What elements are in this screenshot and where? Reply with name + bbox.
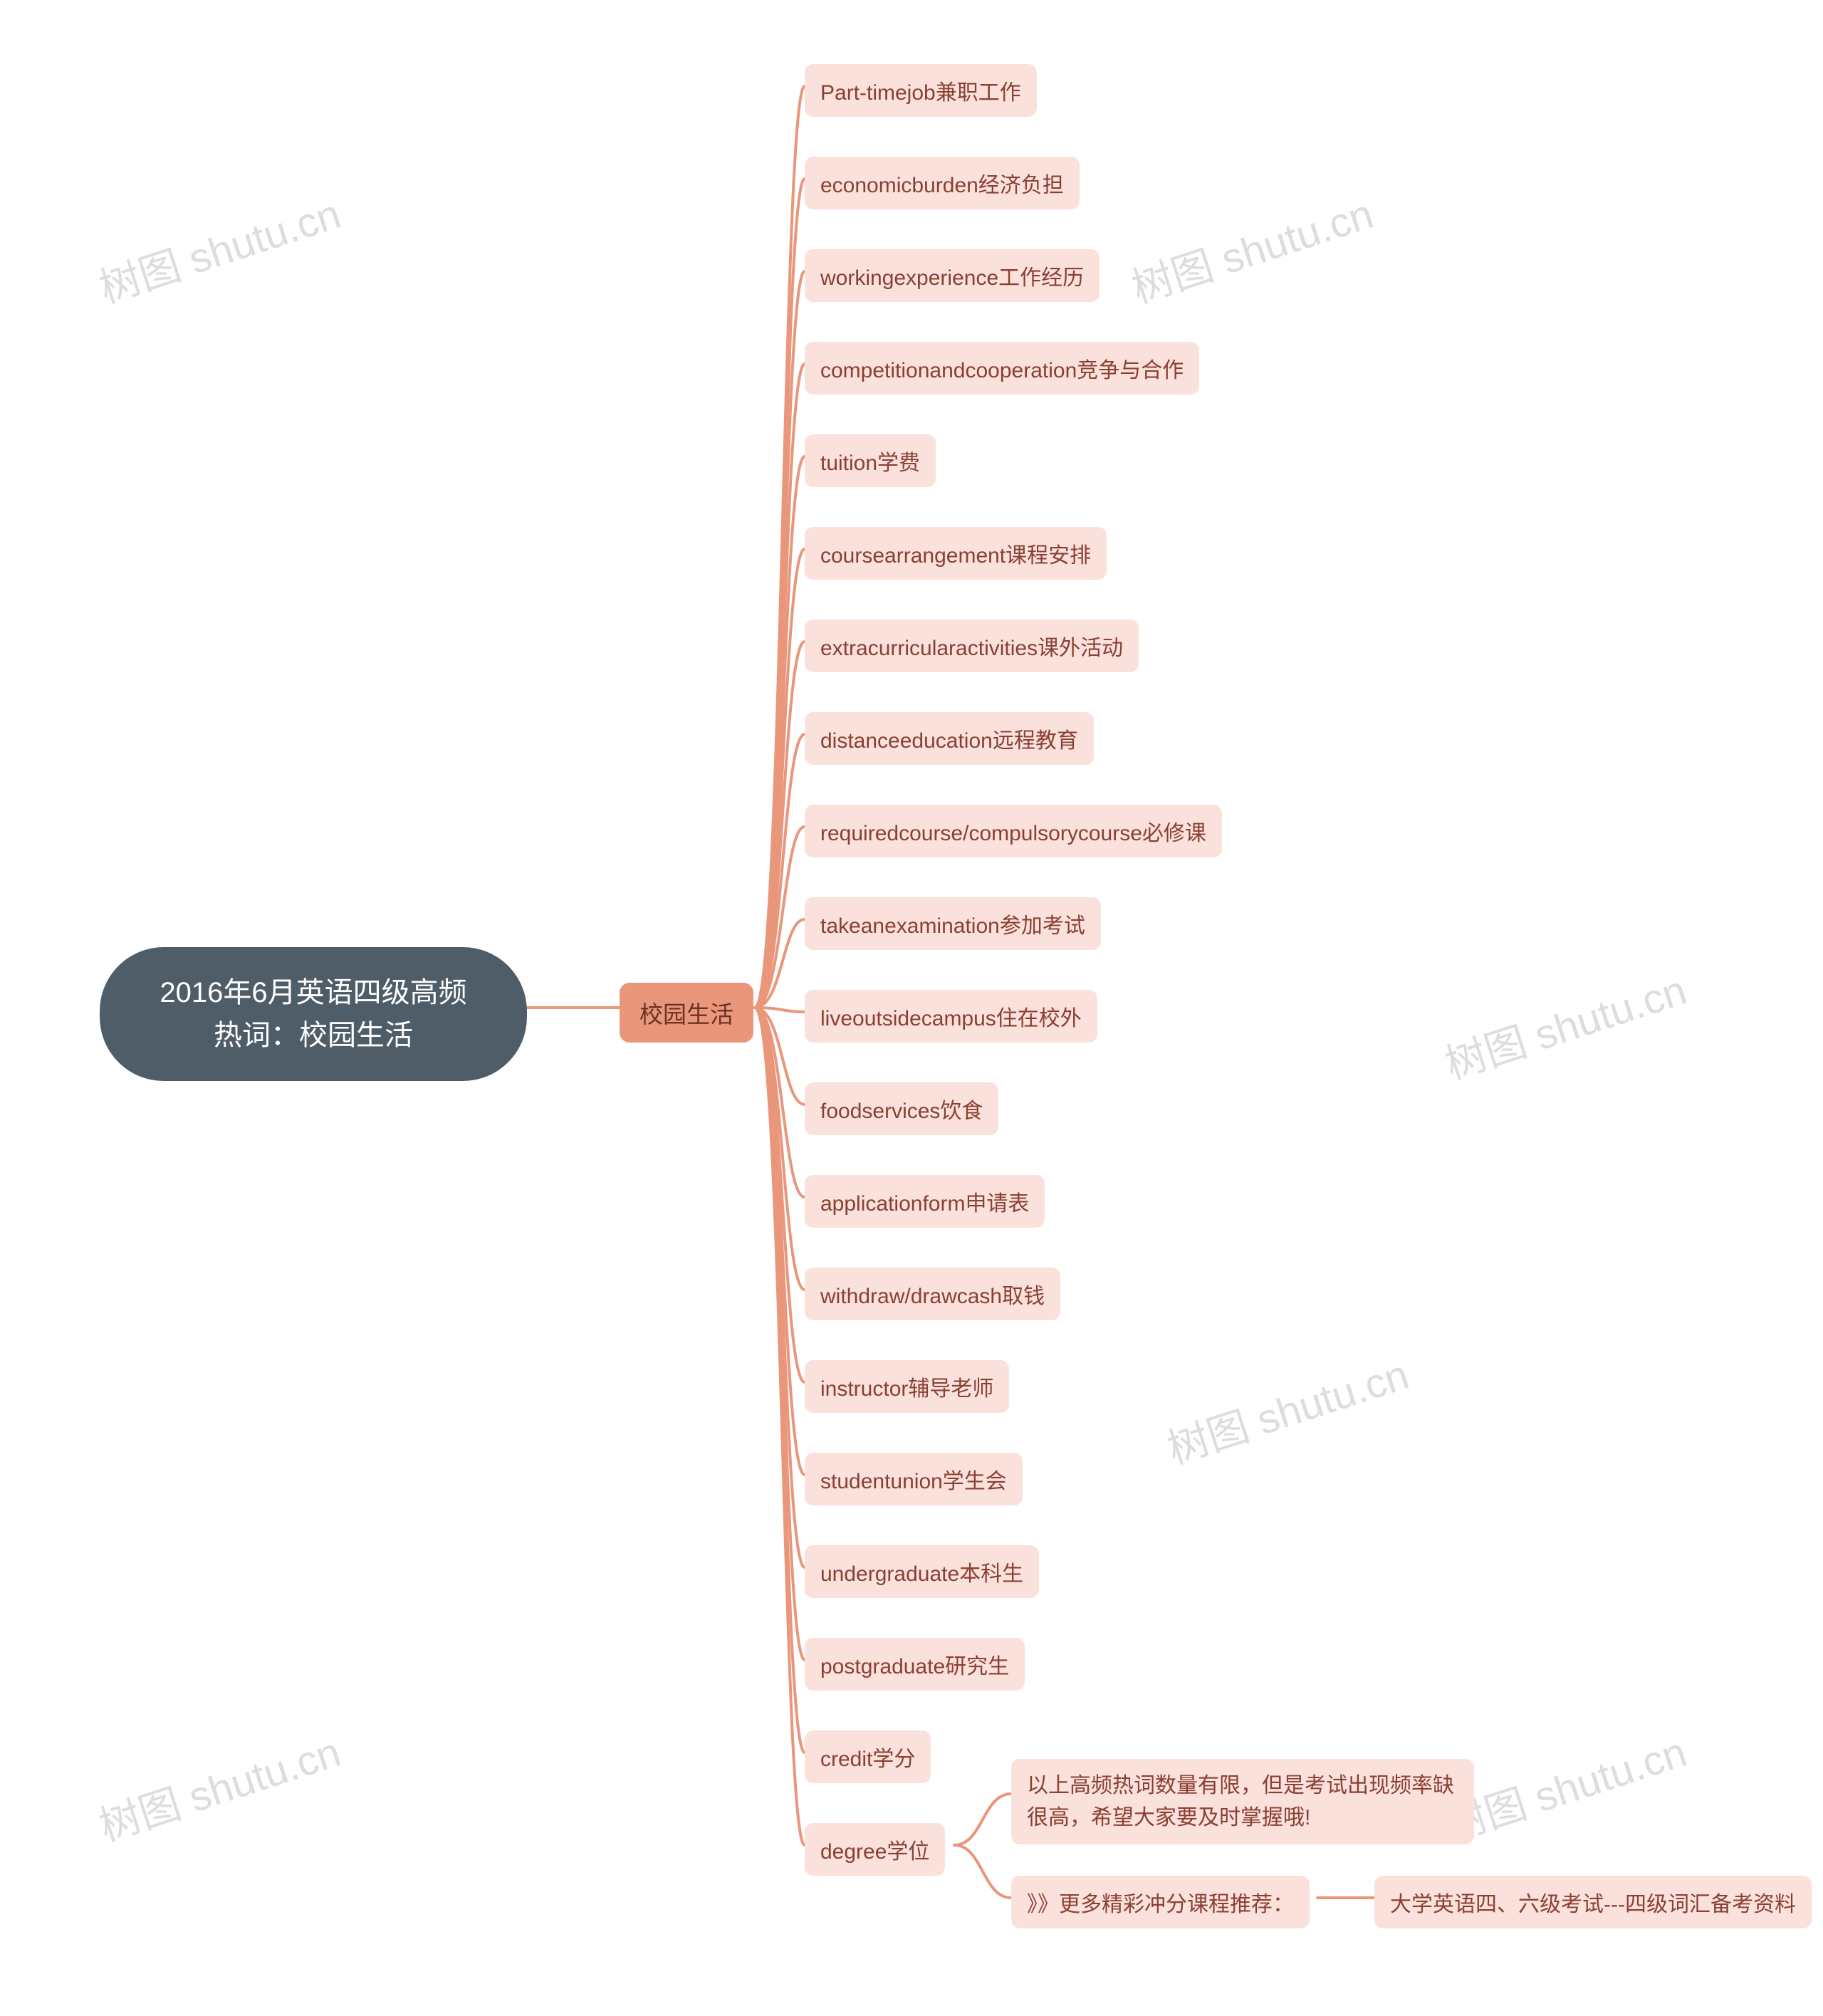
watermark: 树图 shutu.cn <box>90 1718 347 1852</box>
leaf-node: workingexperience工作经历 <box>805 249 1099 302</box>
leaf-node: applicationform申请表 <box>805 1175 1045 1228</box>
root-line2: 热词：校园生活 <box>214 1020 413 1051</box>
watermark: 树图 shutu.cn <box>90 180 347 314</box>
leaf-node: takeanexamination参加考试 <box>805 897 1101 950</box>
root-line1: 2016年6月英语四级高频 <box>160 977 466 1008</box>
watermark: 树图 shutu.cn <box>1436 1718 1693 1852</box>
leaf-node: liveoutsidecampus住在校外 <box>805 990 1097 1043</box>
leaf-node: foodservices饮食 <box>805 1082 998 1135</box>
degree-sub2-child: 大学英语四、六级考试---四级词汇备考资料 <box>1374 1876 1812 1928</box>
leaf-node: coursearrangement课程安排 <box>805 527 1107 580</box>
degree-sub1: 以上高频热词数量有限，但是考试出现频率缺很高，希望大家要及时掌握哦! <box>1011 1759 1474 1844</box>
leaf-node: competitionandcooperation竞争与合作 <box>805 342 1199 395</box>
leaf-node: instructor辅导老师 <box>805 1360 1009 1413</box>
leaf-node: tuition学费 <box>805 434 936 487</box>
watermark: 树图 shutu.cn <box>1159 1341 1415 1475</box>
watermark: 树图 shutu.cn <box>1436 956 1693 1090</box>
leaf-node: undergraduate本科生 <box>805 1545 1039 1598</box>
watermark: 树图 shutu.cn <box>1123 180 1379 314</box>
leaf-node: withdraw/drawcash取钱 <box>805 1268 1060 1320</box>
leaf-node: credit学分 <box>805 1730 931 1783</box>
leaf-node: distanceeducation远程教育 <box>805 712 1094 765</box>
hub-node: 校园生活 <box>620 983 753 1043</box>
leaf-node: degree学位 <box>805 1823 945 1876</box>
leaf-node: extracurricularactivities课外活动 <box>805 620 1139 672</box>
mindmap-canvas: 树图 shutu.cn 树图 shutu.cn 树图 shutu.cn 树图 shut… <box>0 0 1823 2016</box>
degree-sub2: 》》更多精彩冲分课程推荐： <box>1011 1876 1310 1928</box>
sub1-line2: 很高，希望大家要及时掌握哦! <box>1027 1806 1310 1829</box>
leaf-node: economicburden经济负担 <box>805 157 1080 209</box>
leaf-node: postgraduate研究生 <box>805 1638 1025 1691</box>
root-node: 2016年6月英语四级高频热词：校园生活 <box>100 947 527 1081</box>
leaf-node: Part-timejob兼职工作 <box>805 64 1037 117</box>
sub1-line1: 以上高频热词数量有限，但是考试出现频率缺 <box>1027 1774 1454 1797</box>
leaf-node: requiredcourse/compulsorycourse必修课 <box>805 805 1222 857</box>
leaf-node: studentunion学生会 <box>805 1453 1023 1505</box>
